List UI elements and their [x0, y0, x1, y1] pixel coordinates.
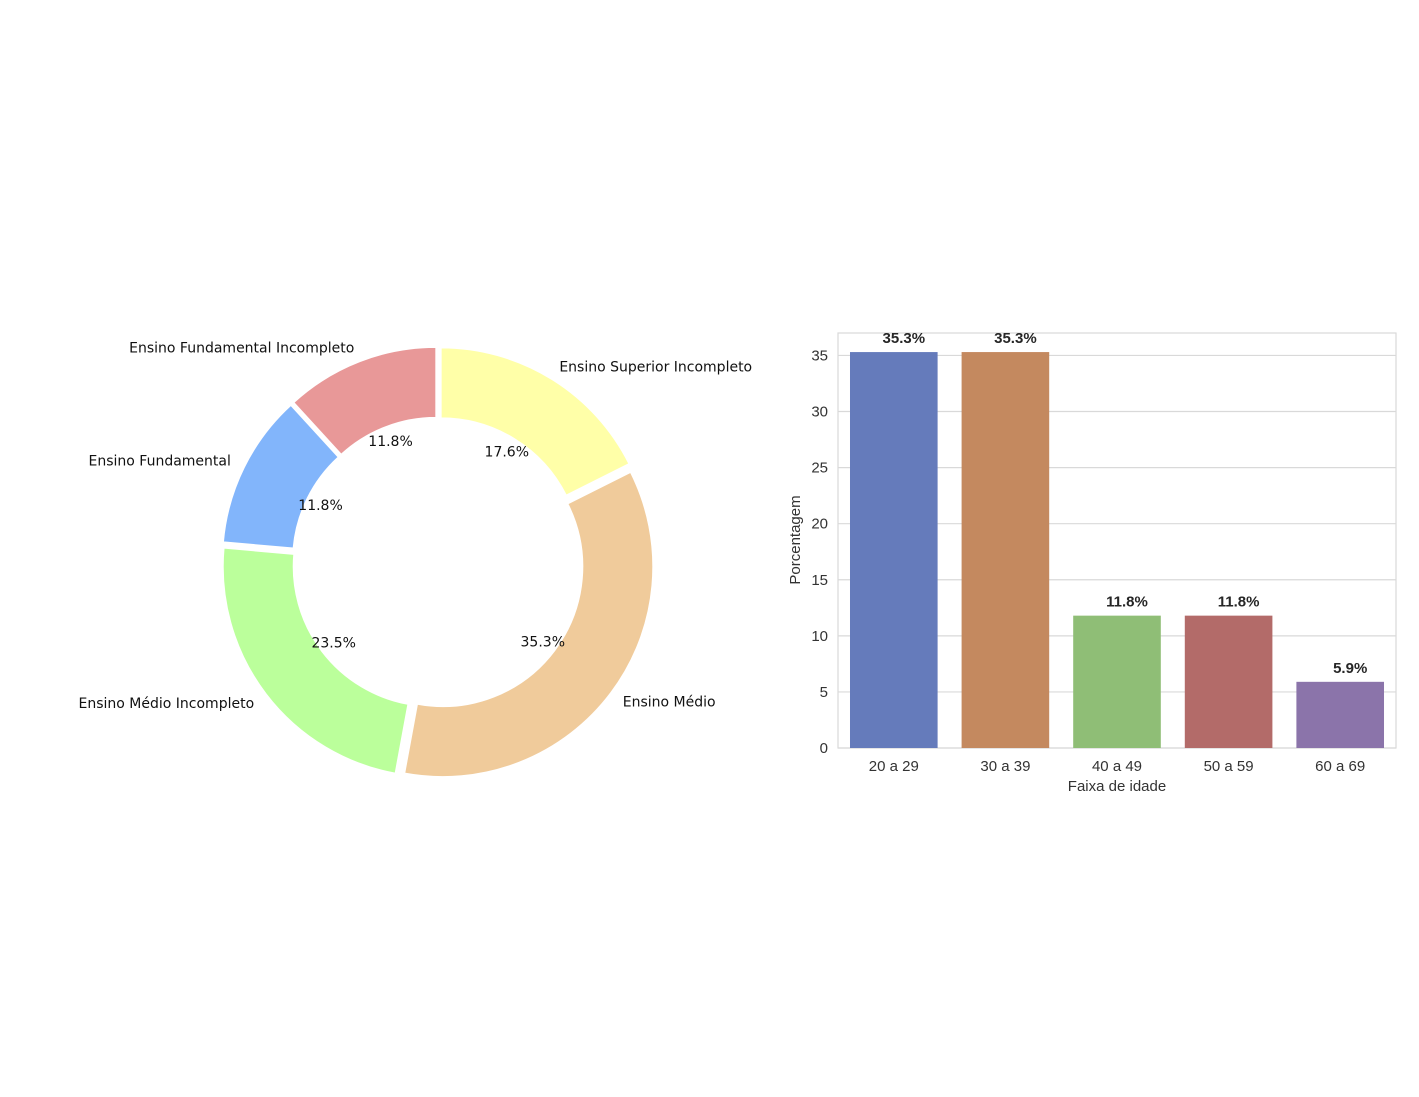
slice-category-label: Ensino Fundamental	[89, 454, 231, 470]
slice-category-label: Ensino Médio Incompleto	[79, 696, 255, 712]
y-tick-label: 10	[811, 628, 828, 645]
donut-slice	[222, 547, 409, 774]
bar	[849, 352, 938, 748]
bar-value-label: 35.3%	[994, 330, 1037, 347]
y-tick-label: 15	[811, 572, 828, 589]
x-tick-label: 30 a 39	[980, 758, 1030, 775]
y-tick-label: 5	[820, 684, 828, 701]
x-axis-title: Faixa de idade	[1068, 778, 1166, 795]
y-axis-title: Porcentagem	[787, 495, 804, 584]
y-tick-label: 20	[811, 516, 828, 533]
x-tick-label: 20 a 29	[869, 758, 919, 775]
x-tick-label: 50 a 59	[1204, 758, 1254, 775]
slice-percent-label: 11.8%	[368, 434, 412, 450]
bar-value-label: 35.3%	[883, 330, 926, 347]
y-tick-labels: 0 5 10 15 20 25 30 35	[811, 347, 828, 757]
bar-value-label: 11.8%	[1218, 594, 1260, 611]
slice-category-label: Ensino Fundamental Incompleto	[129, 341, 354, 357]
donut-chart: 17.6% Ensino Superior Incompleto 35.3% Ensi…	[79, 341, 753, 778]
donut-slice	[404, 471, 654, 778]
bars: 35.3% 35.3% 11.8% 11.8% 5.9%	[849, 330, 1385, 748]
bar	[1296, 681, 1385, 748]
slice-percent-label: 35.3%	[521, 635, 565, 651]
donut-slice	[440, 347, 630, 496]
donut-texts: 17.6% Ensino Superior Incompleto 35.3% Ensi…	[79, 341, 753, 712]
donut-slices	[222, 346, 654, 778]
x-tick-label: 60 a 69	[1315, 758, 1365, 775]
x-tick-labels: 20 a 29 30 a 39 40 a 49 50 a 59 60 a 69	[869, 758, 1365, 775]
slice-category-label: Ensino Médio	[623, 695, 716, 711]
donut-slice	[293, 346, 437, 455]
slice-percent-label: 17.6%	[485, 445, 529, 461]
bar-value-label: 11.8%	[1106, 594, 1148, 611]
y-tick-label: 0	[820, 740, 828, 757]
bar	[1073, 615, 1161, 748]
bar-value-label: 5.9%	[1333, 660, 1367, 677]
bar	[1184, 615, 1273, 748]
donut-slice	[222, 404, 339, 549]
bar	[961, 352, 1050, 748]
x-tick-label: 40 a 49	[1092, 758, 1142, 775]
y-tick-label: 30	[811, 404, 828, 421]
slice-percent-label: 11.8%	[298, 498, 342, 514]
slice-percent-label: 23.5%	[311, 635, 355, 651]
slice-category-label: Ensino Superior Incompleto	[559, 359, 752, 375]
y-tick-label: 25	[811, 460, 828, 477]
y-tick-label: 35	[811, 347, 828, 364]
